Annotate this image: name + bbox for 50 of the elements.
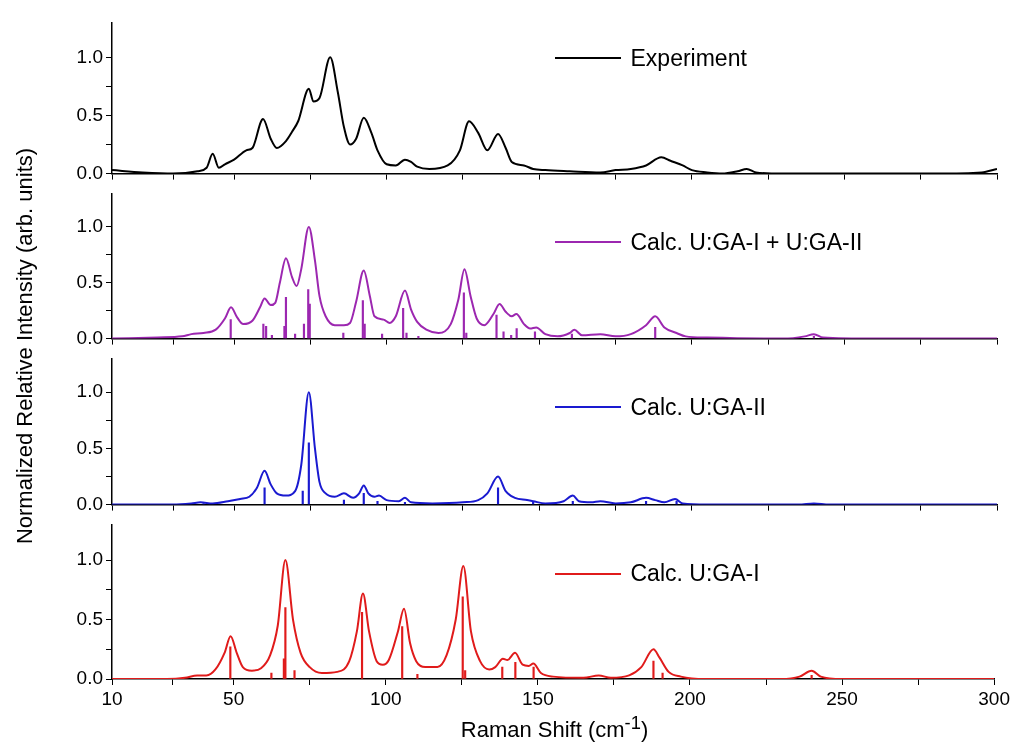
bar (301, 490, 304, 505)
bar (810, 675, 813, 679)
x-tick-label: 250 (826, 687, 858, 709)
y-tick-label: 0.0 (76, 161, 103, 183)
bar (652, 660, 655, 679)
x-axis-title: Raman Shift (cm$^{-1}$) (459, 712, 650, 744)
y-tick-label: 1.0 (76, 380, 103, 402)
bar (293, 670, 296, 679)
y-tick-label: 0.5 (76, 103, 103, 125)
y-tick-label: 0.0 (76, 667, 103, 689)
x-tick-label: 200 (674, 687, 706, 709)
bar (514, 662, 517, 679)
bar (270, 672, 273, 679)
bar (376, 500, 379, 505)
bar (307, 442, 310, 505)
x-tick-label: 100 (369, 687, 402, 709)
y-axis-title: Normalized Relative Intensity (arb. units) (12, 147, 38, 545)
y-tick-label: 0.0 (76, 492, 103, 514)
x-tick-label: 50 (223, 687, 245, 709)
bar (515, 328, 518, 339)
bar (263, 487, 266, 505)
bar (307, 289, 310, 339)
bar (502, 331, 505, 339)
y-tick-label: 0.0 (76, 326, 103, 348)
legend-label: Calc. U:GA-II (630, 393, 766, 421)
bar (661, 672, 664, 679)
bar (654, 327, 657, 339)
bar (461, 596, 464, 679)
x-tick-label: 300 (978, 687, 1010, 709)
bar (501, 666, 504, 679)
bar (284, 296, 288, 339)
legend-label: Calc. U:GA-I + U:GA-II (630, 228, 863, 256)
y-tick-label: 0.5 (76, 607, 103, 629)
bar (496, 487, 500, 505)
bar (284, 607, 287, 679)
bar (462, 292, 465, 339)
x-tick-label: 150 (522, 687, 554, 709)
bar (229, 319, 232, 339)
bar (361, 300, 364, 339)
x-tick-label: 10 (101, 687, 123, 709)
y-tick-label: 1.0 (76, 548, 103, 570)
y-tick-label: 0.5 (76, 270, 103, 292)
legend-label: Experiment (630, 44, 747, 72)
legend-label: Calc. U:GA-I (630, 560, 760, 588)
y-tick-label: 0.5 (76, 436, 103, 458)
y-tick-label: 1.0 (76, 45, 103, 67)
bar (402, 308, 405, 339)
bar (416, 673, 419, 679)
bar (229, 646, 232, 679)
y-tick-label: 1.0 (76, 215, 103, 237)
